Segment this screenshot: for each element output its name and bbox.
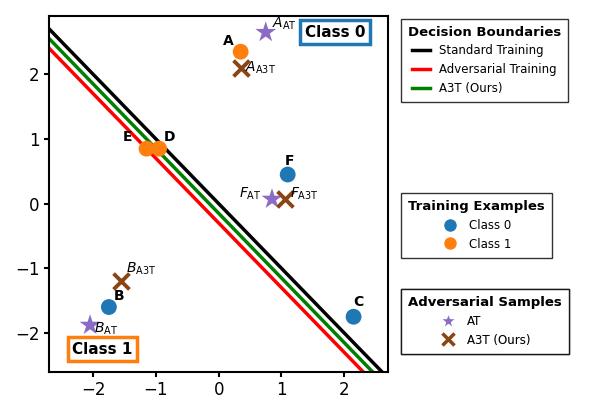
Point (104, 304, 114, 310)
Text: $B_{\mathrm{AT}}$: $B_{\mathrm{AT}}$ (94, 320, 118, 337)
Text: $B_{\mathrm{A3T}}$: $B_{\mathrm{A3T}}$ (126, 260, 156, 277)
Point (261, 29, 270, 36)
Point (142, 145, 152, 152)
Point (236, 48, 246, 55)
Text: F: F (285, 154, 294, 168)
Text: $F_{\mathrm{A3T}}$: $F_{\mathrm{A3T}}$ (290, 186, 318, 202)
Text: B: B (113, 288, 124, 303)
Point (283, 171, 293, 178)
Legend: AT, A3T (Ours): AT, A3T (Ours) (401, 289, 569, 354)
Text: $F_{\mathrm{AT}}$: $F_{\mathrm{AT}}$ (240, 186, 262, 202)
Text: $A_{\mathrm{AT}}$: $A_{\mathrm{AT}}$ (272, 16, 297, 32)
Point (267, 196, 277, 202)
Text: A: A (223, 34, 234, 48)
Point (280, 196, 290, 202)
Text: $A_{\mathrm{A3T}}$: $A_{\mathrm{A3T}}$ (245, 59, 276, 76)
Point (154, 145, 164, 152)
Text: E: E (123, 130, 132, 144)
Text: Class 1: Class 1 (73, 341, 133, 357)
Text: D: D (163, 130, 175, 144)
Text: C: C (354, 295, 364, 309)
Point (236, 65, 246, 71)
Point (349, 314, 359, 320)
Point (85, 322, 95, 328)
Point (116, 278, 126, 284)
Text: Class 0: Class 0 (304, 25, 365, 40)
